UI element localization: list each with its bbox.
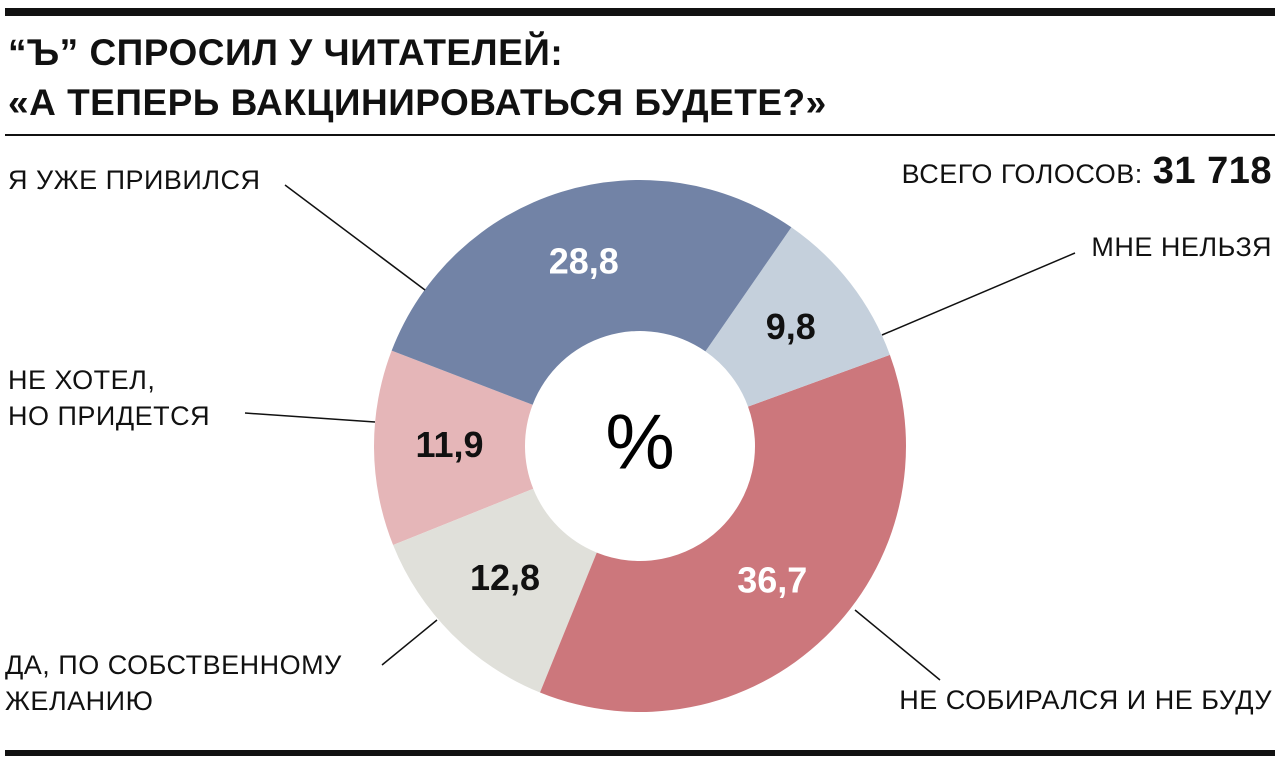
donut-segment (705, 227, 890, 407)
value-label: 9,8 (766, 306, 816, 347)
center-label: % (605, 398, 674, 486)
donut-segment (540, 354, 906, 712)
title-rule (5, 134, 1275, 136)
category-label: ДА, ПО СОБСТВЕННОМУ ЖЕЛАНИЮ (5, 650, 342, 716)
category-label: НЕ СОБИРАЛСЯ И НЕ БУДУ (899, 685, 1272, 715)
top-rule (5, 8, 1275, 16)
bottom-rule (5, 750, 1275, 756)
donut-segment (373, 350, 534, 545)
leader-line (854, 609, 941, 681)
value-label: 28,8 (549, 240, 619, 281)
chart-title: “Ъ” СПРОСИЛ У ЧИТАТЕЛЕЙ: «А ТЕПЕРЬ ВАКЦИ… (8, 32, 827, 123)
category-label: МНЕ НЕЛЬЗЯ (1091, 232, 1272, 262)
leader-line (284, 184, 426, 291)
leader-line (881, 252, 1076, 336)
donut-segment (393, 488, 597, 693)
leader-line (244, 412, 376, 423)
total-value: 31 718 (1152, 150, 1272, 192)
donut-segment (391, 180, 792, 405)
category-label: НЕ ХОТЕЛ, НО ПРИДЕТСЯ (8, 365, 211, 431)
total: ВСЕГО ГОЛОСОВ: 31 718 (902, 150, 1272, 193)
leader-line (381, 619, 438, 666)
value-label: 11,9 (415, 424, 483, 465)
category-label: Я УЖЕ ПРИВИЛСЯ (8, 165, 261, 195)
total-label: ВСЕГО ГОЛОСОВ: (901, 159, 1143, 189)
value-label: 36,7 (737, 560, 807, 601)
value-label: 12,8 (470, 557, 540, 598)
